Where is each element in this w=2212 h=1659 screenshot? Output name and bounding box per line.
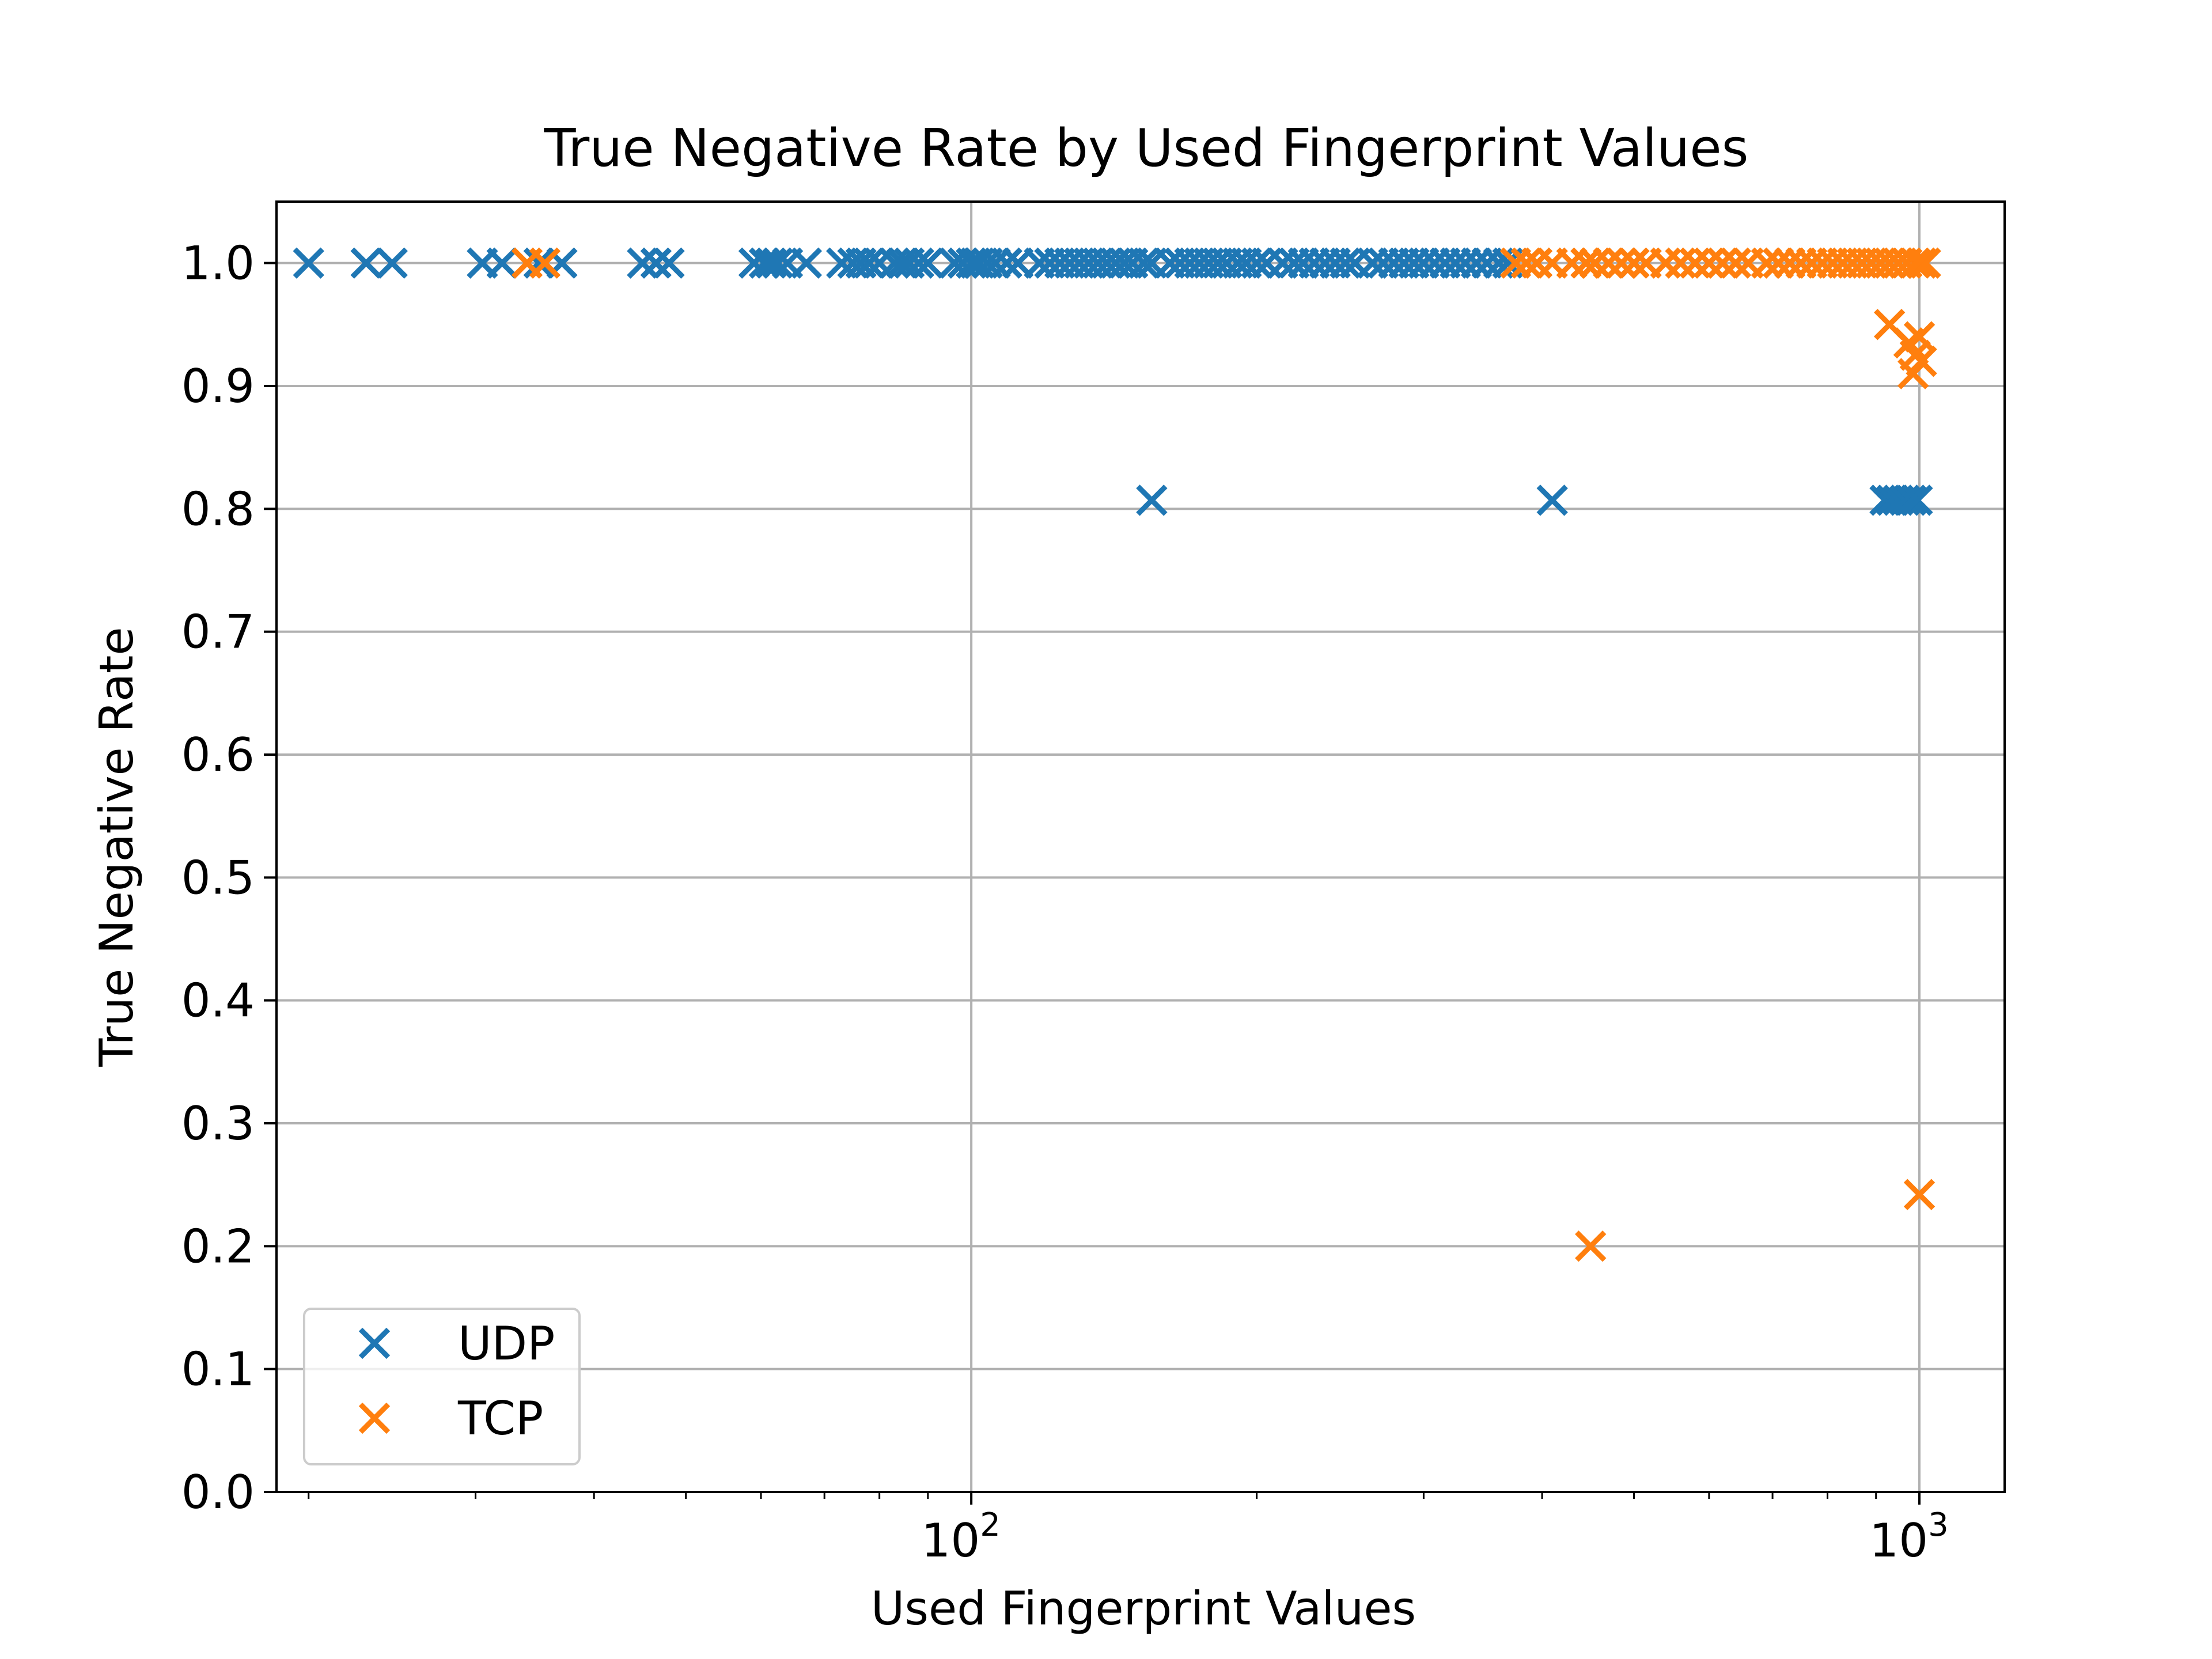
y-tick-label: 1.0 — [181, 237, 255, 290]
point-tcp — [1903, 1179, 1936, 1210]
point-udp — [1895, 484, 1927, 516]
x-tick-label: 102 — [921, 1506, 1000, 1567]
point-udp — [979, 247, 1011, 279]
point-tcp — [1751, 247, 1782, 279]
point-udp — [376, 247, 408, 279]
y-tick-label: 0.8 — [181, 482, 255, 536]
point-tcp — [1593, 247, 1624, 279]
point-udp — [912, 247, 944, 279]
point-tcp — [1899, 247, 1931, 279]
point-udp — [627, 247, 658, 279]
point-tcp — [1906, 247, 1937, 279]
y-tick-label: 0.7 — [181, 605, 255, 659]
point-tcp — [1556, 247, 1588, 279]
y-tick-label: 0.3 — [181, 1097, 255, 1150]
point-udp — [1889, 484, 1921, 516]
point-udp — [1128, 247, 1160, 279]
x-axis-label: Used Fingerprint Values — [871, 1582, 1416, 1635]
y-tick-label: 0.5 — [181, 851, 255, 904]
y-tick-label: 0.9 — [181, 359, 255, 413]
point-udp — [748, 247, 781, 279]
point-tcp — [1679, 247, 1711, 279]
y-tick-label: 0.4 — [181, 974, 255, 1028]
point-udp — [1536, 484, 1568, 516]
point-udp — [878, 247, 911, 279]
point-udp — [350, 247, 382, 279]
point-tcp — [1897, 358, 1929, 389]
point-udp — [853, 247, 885, 279]
point-udp — [293, 247, 324, 279]
y-tick-label: 0.1 — [181, 1343, 255, 1396]
point-udp — [486, 247, 518, 279]
x-axis-ticks: 102 103 — [308, 1492, 1949, 1567]
y-axis-label: True Negative Rate — [90, 627, 143, 1067]
point-udp — [762, 247, 794, 279]
legend-label-udp: UDP — [458, 1317, 555, 1370]
point-tcp — [1707, 247, 1738, 279]
y-axis-ticks: 0.0 0.1 0.2 0.3 0.4 0.5 0.6 0.7 0.8 0.9 1.0 — [181, 237, 276, 1519]
point-tcp — [1763, 247, 1794, 279]
point-tcp — [1719, 247, 1752, 279]
legend-marker-cross — [358, 1402, 391, 1434]
point-tcp — [1510, 247, 1542, 279]
point-tcp — [1665, 247, 1696, 279]
point-udp — [1136, 484, 1168, 516]
point-udp — [903, 247, 934, 279]
point-udp — [1460, 247, 1493, 279]
series-udp — [293, 247, 1933, 516]
chart-title: True Negative Rate by Used Fingerprint V… — [543, 118, 1748, 179]
data-points — [293, 247, 1941, 1262]
point-udp — [1241, 247, 1272, 279]
legend-marker-cross — [358, 1327, 391, 1359]
point-tcp — [1910, 247, 1941, 279]
y-tick-label: 0.2 — [181, 1219, 255, 1273]
point-udp — [1902, 484, 1933, 516]
point-udp — [1330, 247, 1361, 279]
grid — [276, 202, 2005, 1493]
point-tcp — [529, 247, 561, 279]
point-tcp — [1605, 247, 1637, 279]
point-tcp — [1903, 321, 1936, 353]
y-tick-label: 0.6 — [181, 728, 255, 782]
legend: UDP TCP — [303, 1308, 581, 1465]
point-udp — [790, 247, 823, 279]
point-tcp — [1570, 247, 1602, 279]
point-udp — [653, 247, 685, 279]
point-udp — [991, 247, 1022, 279]
series-tcp — [511, 247, 1941, 1262]
point-tcp — [1575, 1230, 1607, 1262]
legend-marker-tcp — [358, 1402, 391, 1434]
point-udp — [640, 247, 672, 279]
x-tick-label: 103 — [1869, 1506, 1948, 1567]
point-tcp — [1618, 247, 1650, 279]
point-udp — [523, 247, 555, 279]
plot-frame — [275, 200, 2006, 1493]
point-tcp — [1579, 247, 1611, 279]
legend-marker-udp — [358, 1327, 391, 1359]
point-tcp — [1693, 247, 1725, 279]
legend-label-tcp: TCP — [457, 1392, 543, 1445]
y-tick-label: 0.0 — [181, 1465, 255, 1519]
